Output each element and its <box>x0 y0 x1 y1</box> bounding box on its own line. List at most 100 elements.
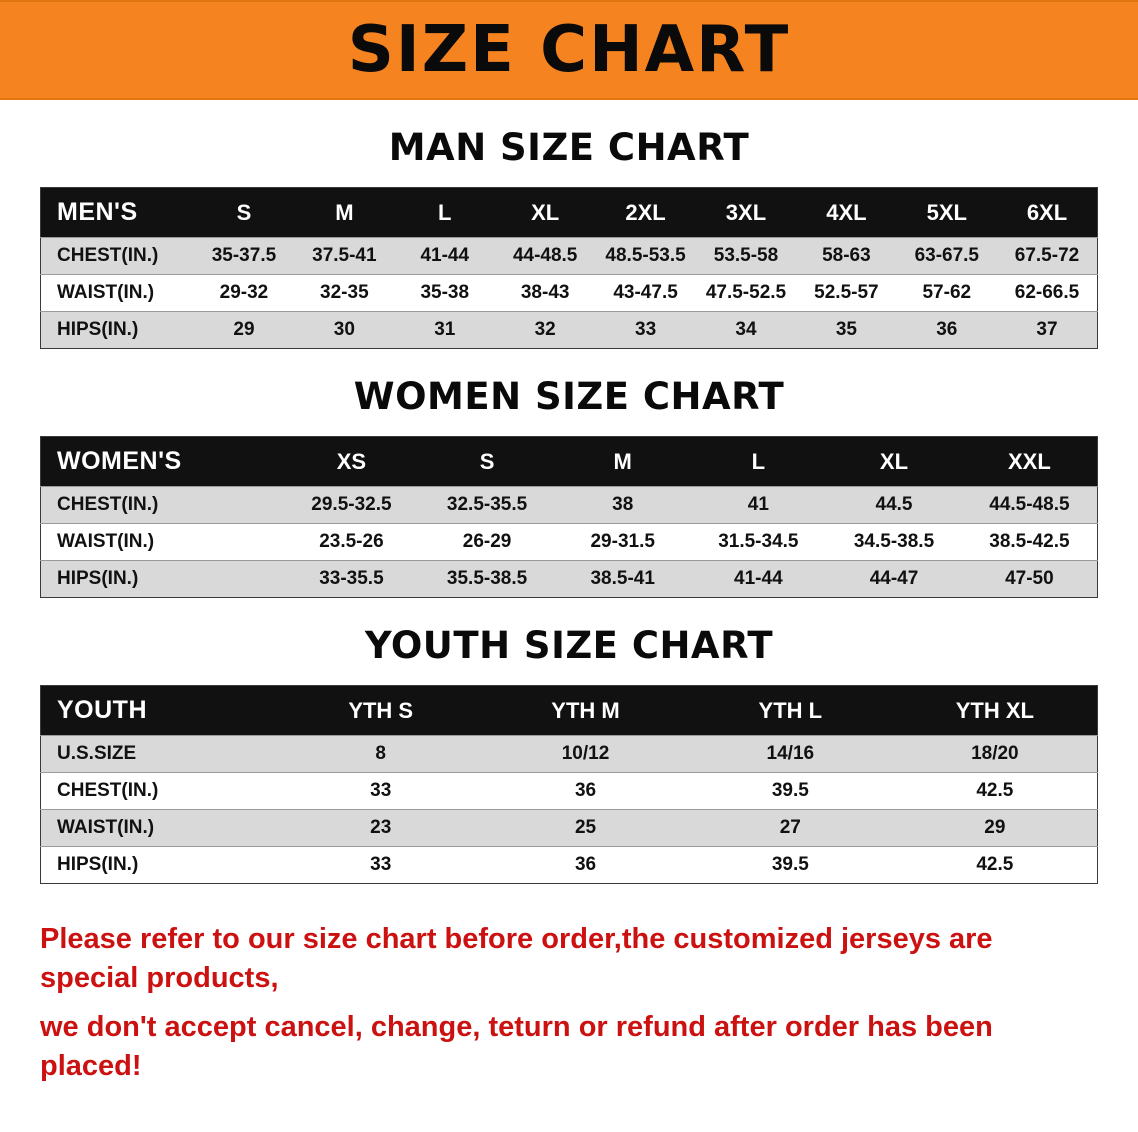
measurement-row: CHEST(IN.) 29.5-32.5 32.5-35.5 38 41 44.5 44.5… <box>40 486 1098 524</box>
header-row: YOUTH YTH S YTH M YTH L YTH XL <box>40 685 1098 736</box>
women-size-table: WOMEN'S XS S M L XL XXL CHEST(IN.) 29.5-32.5 32.5… <box>40 436 1098 598</box>
sections: MAN SIZE CHART MEN'S S M L XL 2XL 3XL 4XL 5XL 6XL C… <box>0 126 1138 884</box>
value-cell: 14/16 <box>687 735 893 773</box>
value-cell: 31.5-34.5 <box>690 523 827 561</box>
size-column-header: S <box>419 436 555 487</box>
size-column-header: M <box>294 187 395 238</box>
value-cell: 44.5-48.5 <box>961 486 1098 524</box>
disclaimer-line-2: we don't accept cancel, change, teturn o… <box>40 1011 993 1083</box>
value-cell: 48.5-53.5 <box>595 237 696 275</box>
size-column-header: 6XL <box>997 187 1098 238</box>
measurement-row: WAIST(IN.) 29-32 32-35 35-38 38-43 43-47.5 47.… <box>40 274 1098 312</box>
measurement-row: WAIST(IN.) 23 25 27 29 <box>40 809 1098 847</box>
value-cell: 30 <box>294 311 395 349</box>
header-row: WOMEN'S XS S M L XL XXL <box>40 436 1098 487</box>
value-cell: 38-43 <box>494 274 596 312</box>
value-cell: 39.5 <box>687 772 893 810</box>
value-cell: 36 <box>483 846 688 884</box>
youth-section-heading: YOUTH SIZE CHART <box>364 624 774 667</box>
value-cell: 39.5 <box>687 846 893 884</box>
size-column-header: YTH L <box>687 685 893 736</box>
size-column-header: XXL <box>961 436 1098 487</box>
size-column-header: 3XL <box>695 187 797 238</box>
value-cell: 62-66.5 <box>997 274 1098 312</box>
value-cell: 41-44 <box>690 560 827 598</box>
page-title: SIZE CHART <box>347 13 791 87</box>
size-column-header: 4XL <box>796 187 897 238</box>
size-column-header: L <box>690 436 827 487</box>
size-column-header: L <box>394 187 495 238</box>
size-column-header: S <box>193 187 295 238</box>
men-size-table: MEN'S S M L XL 2XL 3XL 4XL 5XL 6XL CHEST(IN.) 35-37… <box>40 187 1098 349</box>
row-label: HIPS(IN.) <box>40 311 194 349</box>
value-cell: 41 <box>690 486 827 524</box>
measurement-row: CHEST(IN.) 33 36 39.5 42.5 <box>40 772 1098 810</box>
row-label: WAIST(IN.) <box>40 523 284 561</box>
size-column-header: YTH XL <box>892 685 1098 736</box>
value-cell: 25 <box>483 809 688 847</box>
value-cell: 29 <box>193 311 295 349</box>
value-cell: 29-31.5 <box>554 523 691 561</box>
value-cell: 53.5-58 <box>695 237 797 275</box>
men-section-heading: MAN SIZE CHART <box>388 126 750 169</box>
value-cell: 36 <box>896 311 997 349</box>
size-chart-banner: SIZE CHART <box>0 0 1138 100</box>
measurement-row: U.S.SIZE 8 10/12 14/16 18/20 <box>40 735 1098 773</box>
value-cell: 33 <box>278 846 484 884</box>
value-cell: 58-63 <box>796 237 897 275</box>
value-cell: 38.5-41 <box>554 560 691 598</box>
value-cell: 23 <box>278 809 484 847</box>
row-label: U.S.SIZE <box>40 735 279 773</box>
value-cell: 41-44 <box>394 237 495 275</box>
value-cell: 44.5 <box>826 486 962 524</box>
value-cell: 29 <box>892 809 1098 847</box>
size-column-header: XL <box>494 187 596 238</box>
youth-size-table: YOUTH YTH S YTH M YTH L YTH XL U.S.SIZE 8 10/12… <box>40 685 1098 884</box>
value-cell: 23.5-26 <box>283 523 420 561</box>
row-label: HIPS(IN.) <box>40 560 284 598</box>
measurement-row: CHEST(IN.) 35-37.5 37.5-41 41-44 44-48.5 48.5… <box>40 237 1098 275</box>
value-cell: 44-47 <box>826 560 962 598</box>
row-label: CHEST(IN.) <box>40 486 284 524</box>
size-column-header: M <box>554 436 691 487</box>
value-cell: 42.5 <box>892 772 1098 810</box>
value-cell: 8 <box>278 735 484 773</box>
value-cell: 33 <box>595 311 696 349</box>
row-label: WAIST(IN.) <box>40 274 194 312</box>
disclaimer: Please refer to our size chart before or… <box>0 896 1138 1125</box>
size-column-header: 2XL <box>595 187 696 238</box>
row-label: WAIST(IN.) <box>40 809 279 847</box>
value-cell: 26-29 <box>419 523 555 561</box>
value-cell: 37.5-41 <box>294 237 395 275</box>
value-cell: 32.5-35.5 <box>419 486 555 524</box>
table-title: YOUTH <box>40 685 279 736</box>
header-row: MEN'S S M L XL 2XL 3XL 4XL 5XL 6XL <box>40 187 1098 238</box>
value-cell: 63-67.5 <box>896 237 997 275</box>
row-label: HIPS(IN.) <box>40 846 279 884</box>
value-cell: 47.5-52.5 <box>695 274 797 312</box>
value-cell: 18/20 <box>892 735 1098 773</box>
value-cell: 67.5-72 <box>997 237 1098 275</box>
value-cell: 43-47.5 <box>595 274 696 312</box>
size-column-header: XS <box>283 436 420 487</box>
row-label: CHEST(IN.) <box>40 772 279 810</box>
value-cell: 33 <box>278 772 484 810</box>
value-cell: 57-62 <box>896 274 997 312</box>
measurement-row: HIPS(IN.) 33 36 39.5 42.5 <box>40 846 1098 884</box>
value-cell: 31 <box>394 311 495 349</box>
value-cell: 44-48.5 <box>494 237 596 275</box>
value-cell: 52.5-57 <box>796 274 897 312</box>
table-title: MEN'S <box>40 187 194 238</box>
measurement-row: WAIST(IN.) 23.5-26 26-29 29-31.5 31.5-34.5 34… <box>40 523 1098 561</box>
value-cell: 35.5-38.5 <box>419 560 555 598</box>
row-label: CHEST(IN.) <box>40 237 194 275</box>
value-cell: 35 <box>796 311 897 349</box>
value-cell: 29-32 <box>193 274 295 312</box>
value-cell: 47-50 <box>961 560 1098 598</box>
size-column-header: 5XL <box>896 187 997 238</box>
value-cell: 36 <box>483 772 688 810</box>
value-cell: 38 <box>554 486 691 524</box>
value-cell: 34.5-38.5 <box>826 523 962 561</box>
size-column-header: XL <box>826 436 962 487</box>
value-cell: 38.5-42.5 <box>961 523 1098 561</box>
